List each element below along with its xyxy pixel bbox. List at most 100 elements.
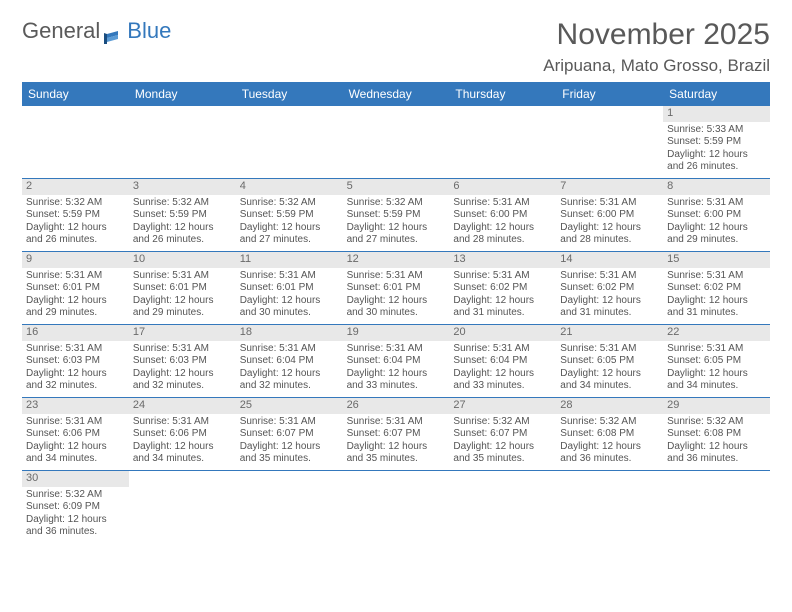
sunrise-line: Sunrise: 5:31 AM [667, 270, 766, 283]
calendar-day-cell: 13Sunrise: 5:31 AMSunset: 6:02 PMDayligh… [449, 252, 556, 324]
daylight-line: Daylight: 12 hours and 31 minutes. [560, 295, 659, 320]
daylight-line: Daylight: 12 hours and 27 minutes. [240, 222, 339, 247]
logo-text-blue: Blue [127, 18, 171, 44]
sunset-line: Sunset: 6:03 PM [26, 355, 125, 368]
sunrise-line: Sunrise: 5:31 AM [453, 197, 552, 210]
day-number: 20 [449, 325, 556, 341]
calendar-day-cell: 19Sunrise: 5:31 AMSunset: 6:04 PMDayligh… [343, 325, 450, 397]
daylight-line: Daylight: 12 hours and 28 minutes. [560, 222, 659, 247]
calendar-day-cell: 18Sunrise: 5:31 AMSunset: 6:04 PMDayligh… [236, 325, 343, 397]
sunset-line: Sunset: 6:07 PM [453, 428, 552, 441]
sunset-line: Sunset: 6:01 PM [26, 282, 125, 295]
flag-icon [104, 24, 124, 38]
calendar-day-cell: 15Sunrise: 5:31 AMSunset: 6:02 PMDayligh… [663, 252, 770, 324]
calendar-day-cell: 12Sunrise: 5:31 AMSunset: 6:01 PMDayligh… [343, 252, 450, 324]
daylight-line: Daylight: 12 hours and 33 minutes. [347, 368, 446, 393]
sunset-line: Sunset: 6:03 PM [133, 355, 232, 368]
daylight-line: Daylight: 12 hours and 26 minutes. [667, 149, 766, 174]
daylight-line: Daylight: 12 hours and 32 minutes. [133, 368, 232, 393]
day-number: 28 [556, 398, 663, 414]
sunrise-line: Sunrise: 5:31 AM [240, 343, 339, 356]
calendar: SundayMondayTuesdayWednesdayThursdayFrid… [22, 82, 770, 543]
sunrise-line: Sunrise: 5:31 AM [560, 343, 659, 356]
daylight-line: Daylight: 12 hours and 28 minutes. [453, 222, 552, 247]
day-number: 22 [663, 325, 770, 341]
sunrise-line: Sunrise: 5:31 AM [133, 343, 232, 356]
calendar-day-cell: 24Sunrise: 5:31 AMSunset: 6:06 PMDayligh… [129, 398, 236, 470]
calendar-day-cell: 14Sunrise: 5:31 AMSunset: 6:02 PMDayligh… [556, 252, 663, 324]
sunset-line: Sunset: 6:08 PM [667, 428, 766, 441]
sunset-line: Sunset: 5:59 PM [240, 209, 339, 222]
day-header-cell: Tuesday [236, 82, 343, 106]
sunrise-line: Sunrise: 5:31 AM [26, 343, 125, 356]
day-number: 29 [663, 398, 770, 414]
daylight-line: Daylight: 12 hours and 29 minutes. [667, 222, 766, 247]
daylight-line: Daylight: 12 hours and 34 minutes. [133, 441, 232, 466]
calendar-empty-cell [556, 471, 663, 543]
daylight-line: Daylight: 12 hours and 33 minutes. [453, 368, 552, 393]
day-number: 1 [663, 106, 770, 122]
sunset-line: Sunset: 6:09 PM [26, 501, 125, 514]
day-number: 13 [449, 252, 556, 268]
sunrise-line: Sunrise: 5:31 AM [560, 197, 659, 210]
day-number: 5 [343, 179, 450, 195]
calendar-empty-cell [129, 106, 236, 178]
sunrise-line: Sunrise: 5:32 AM [26, 197, 125, 210]
sunrise-line: Sunrise: 5:32 AM [667, 416, 766, 429]
calendar-day-cell: 23Sunrise: 5:31 AMSunset: 6:06 PMDayligh… [22, 398, 129, 470]
logo: General Blue [22, 18, 171, 44]
sunset-line: Sunset: 6:01 PM [240, 282, 339, 295]
daylight-line: Daylight: 12 hours and 34 minutes. [26, 441, 125, 466]
daylight-line: Daylight: 12 hours and 34 minutes. [667, 368, 766, 393]
sunrise-line: Sunrise: 5:31 AM [240, 416, 339, 429]
daylight-line: Daylight: 12 hours and 35 minutes. [453, 441, 552, 466]
day-number: 16 [22, 325, 129, 341]
sunset-line: Sunset: 5:59 PM [26, 209, 125, 222]
day-number: 18 [236, 325, 343, 341]
sunrise-line: Sunrise: 5:31 AM [453, 343, 552, 356]
day-number: 8 [663, 179, 770, 195]
sunrise-line: Sunrise: 5:31 AM [347, 270, 446, 283]
calendar-empty-cell [663, 471, 770, 543]
day-number: 7 [556, 179, 663, 195]
day-number: 17 [129, 325, 236, 341]
sunset-line: Sunset: 6:08 PM [560, 428, 659, 441]
calendar-day-cell: 10Sunrise: 5:31 AMSunset: 6:01 PMDayligh… [129, 252, 236, 324]
daylight-line: Daylight: 12 hours and 27 minutes. [347, 222, 446, 247]
sunrise-line: Sunrise: 5:31 AM [667, 197, 766, 210]
day-header-row: SundayMondayTuesdayWednesdayThursdayFrid… [22, 82, 770, 106]
sunset-line: Sunset: 6:02 PM [453, 282, 552, 295]
day-number: 25 [236, 398, 343, 414]
day-number: 26 [343, 398, 450, 414]
sunrise-line: Sunrise: 5:31 AM [667, 343, 766, 356]
calendar-day-cell: 6 Sunrise: 5:31 AMSunset: 6:00 PMDaylight… [449, 179, 556, 251]
day-header-cell: Saturday [663, 82, 770, 106]
sunrise-line: Sunrise: 5:32 AM [26, 489, 125, 502]
day-number: 12 [343, 252, 450, 268]
sunset-line: Sunset: 6:01 PM [347, 282, 446, 295]
daylight-line: Daylight: 12 hours and 32 minutes. [240, 368, 339, 393]
calendar-day-cell: 26Sunrise: 5:31 AMSunset: 6:07 PMDayligh… [343, 398, 450, 470]
sunrise-line: Sunrise: 5:31 AM [240, 270, 339, 283]
sunset-line: Sunset: 5:59 PM [347, 209, 446, 222]
day-number: 23 [22, 398, 129, 414]
day-number: 19 [343, 325, 450, 341]
daylight-line: Daylight: 12 hours and 29 minutes. [133, 295, 232, 320]
sunrise-line: Sunrise: 5:31 AM [133, 416, 232, 429]
calendar-empty-cell [236, 471, 343, 543]
calendar-week: 23Sunrise: 5:31 AMSunset: 6:06 PMDayligh… [22, 398, 770, 471]
calendar-day-cell: 22 Sunrise: 5:31 AMSunset: 6:05 PMDayligh… [663, 325, 770, 397]
daylight-line: Daylight: 12 hours and 36 minutes. [26, 514, 125, 539]
month-title: November 2025 [543, 18, 770, 52]
daylight-line: Daylight: 12 hours and 30 minutes. [240, 295, 339, 320]
daylight-line: Daylight: 12 hours and 31 minutes. [453, 295, 552, 320]
day-number: 6 [449, 179, 556, 195]
daylight-line: Daylight: 12 hours and 26 minutes. [133, 222, 232, 247]
sunrise-line: Sunrise: 5:31 AM [26, 270, 125, 283]
logo-text-general: General [22, 18, 100, 44]
sunset-line: Sunset: 6:00 PM [453, 209, 552, 222]
sunset-line: Sunset: 6:02 PM [667, 282, 766, 295]
calendar-day-cell: 4Sunrise: 5:32 AMSunset: 5:59 PMDaylight… [236, 179, 343, 251]
sunset-line: Sunset: 6:05 PM [667, 355, 766, 368]
sunset-line: Sunset: 6:01 PM [133, 282, 232, 295]
